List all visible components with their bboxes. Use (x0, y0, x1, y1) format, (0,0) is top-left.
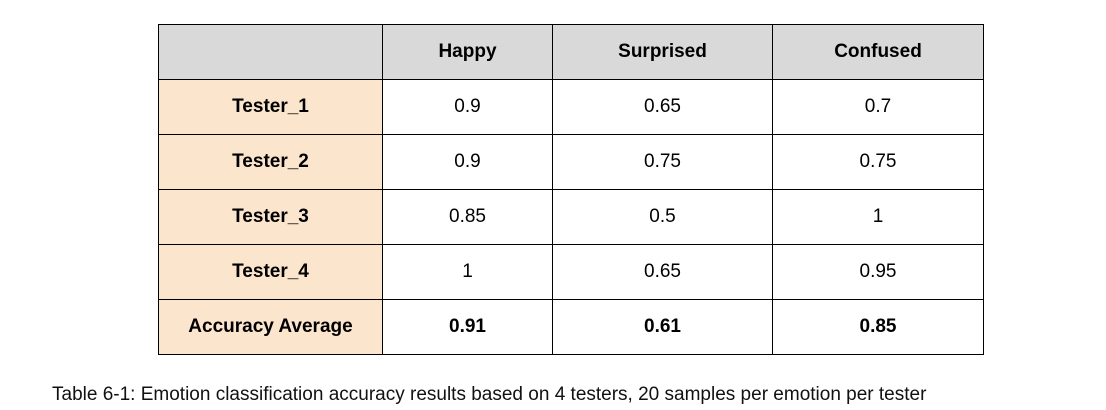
cell-tester-4-happy: 1 (382, 244, 553, 300)
cell-tester-3-confused: 1 (772, 189, 984, 245)
cell-average-happy: 0.91 (382, 299, 553, 355)
table-row: Tester_2 0.9 0.75 0.75 (158, 134, 984, 190)
cell-tester-1-confused: 0.7 (772, 79, 984, 135)
cell-average-confused: 0.85 (772, 299, 984, 355)
cell-tester-2-confused: 0.75 (772, 134, 984, 190)
column-header-confused: Confused (772, 24, 984, 80)
row-header-tester-4: Tester_4 (158, 244, 383, 300)
cell-tester-2-happy: 0.9 (382, 134, 553, 190)
cell-tester-1-surprised: 0.65 (552, 79, 773, 135)
row-header-tester-3: Tester_3 (158, 189, 383, 245)
column-header-surprised: Surprised (552, 24, 773, 80)
cell-tester-4-surprised: 0.65 (552, 244, 773, 300)
cell-tester-2-surprised: 0.75 (552, 134, 773, 190)
cell-tester-4-confused: 0.95 (772, 244, 984, 300)
corner-cell (158, 24, 383, 80)
table-row-average: Accuracy Average 0.91 0.61 0.85 (158, 299, 984, 355)
table-row: Tester_3 0.85 0.5 1 (158, 189, 984, 245)
row-header-tester-1: Tester_1 (158, 79, 383, 135)
cell-tester-1-happy: 0.9 (382, 79, 553, 135)
results-table: Happy Surprised Confused Tester_1 0.9 0.… (158, 24, 984, 355)
column-header-happy: Happy (382, 24, 553, 80)
cell-average-surprised: 0.61 (552, 299, 773, 355)
table-row: Tester_1 0.9 0.65 0.7 (158, 79, 984, 135)
row-header-tester-2: Tester_2 (158, 134, 383, 190)
row-header-accuracy-average: Accuracy Average (158, 299, 383, 355)
cell-tester-3-surprised: 0.5 (552, 189, 773, 245)
table-row: Tester_4 1 0.65 0.95 (158, 244, 984, 300)
table-caption: Table 6-1: Emotion classification accura… (52, 384, 927, 405)
cell-tester-3-happy: 0.85 (382, 189, 553, 245)
table-header-row: Happy Surprised Confused (158, 24, 984, 80)
